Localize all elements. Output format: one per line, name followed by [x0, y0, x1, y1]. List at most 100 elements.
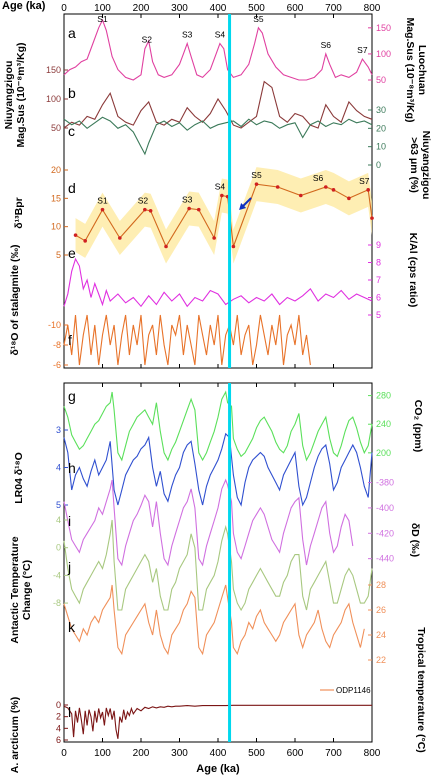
series-line-b: [63, 80, 373, 129]
y-tick-label: 6: [56, 735, 61, 745]
data-point: [187, 206, 191, 211]
y-tick-label: 8: [376, 258, 381, 268]
y-tick-label: 9: [376, 240, 381, 250]
y-axis-label-a: LuochuanMag.Sus (10⁻⁸m³/Kg): [404, 17, 428, 122]
panel-letter: b: [68, 85, 76, 101]
data-point: [370, 216, 374, 220]
y-tick-label: 4: [56, 463, 61, 473]
stage-label: S4: [215, 182, 226, 192]
series-panel-l: 0 24 6: [56, 700, 372, 745]
panel-letter: h: [68, 460, 76, 476]
y-axis-label-line: Tropical temperature (°C): [415, 627, 427, 753]
data-point: [298, 193, 303, 198]
x-tick-label: 600: [287, 748, 304, 759]
arrow-head-icon: [239, 203, 247, 210]
y-tick-label: -380: [376, 478, 394, 488]
y-tick-label: 15: [51, 193, 61, 203]
series-line-f: [63, 314, 311, 366]
data-point: [143, 207, 147, 212]
data-point: [231, 244, 236, 249]
y-tick-label: -400: [376, 503, 394, 513]
x-tick-label: 800: [364, 748, 381, 759]
data-point: [118, 236, 122, 240]
y-tick-label: 0: [56, 700, 61, 710]
data-point: [196, 207, 201, 212]
x-tick-label: 0: [61, 748, 67, 759]
y-axis-label-line: Change (°C): [21, 560, 33, 620]
y-axis-label-line: Mag.Sus (10⁻⁸m³/Kg): [404, 17, 416, 122]
series-panel-f: -10 -8 -6: [48, 314, 311, 370]
panel-letter: i: [68, 513, 71, 529]
y-axis-label-line: Niuyangzigou: [420, 131, 432, 200]
y-axis-label-f: δ¹⁸O of stalagmite (‰): [9, 244, 21, 355]
y-axis-label-line: CO₂ (ppm): [412, 400, 424, 453]
y-tick-label: 5: [376, 310, 381, 320]
y-axis-label-line: Antactic Temperature: [9, 536, 21, 643]
stage-label: S7: [357, 45, 368, 55]
panel-letter: c: [68, 123, 75, 139]
y-tick-label: 10: [376, 142, 386, 152]
y-tick-label: 280: [376, 391, 391, 401]
y-axis-label-line: >63 μm (%): [408, 137, 420, 193]
panel-letter: a: [68, 25, 76, 41]
y-tick-label: -10: [48, 320, 61, 330]
top-axis-title: Age (ka): [2, 0, 46, 12]
y-tick-label: -440: [376, 554, 394, 564]
legend-label: ODP1146: [336, 686, 371, 695]
y-tick-label: 50: [51, 123, 61, 133]
x-tick-label: 400: [210, 748, 227, 759]
bottom-axis-title: Age (ka): [196, 763, 240, 775]
y-tick-label: -6: [53, 360, 61, 370]
y-tick-label: 5: [56, 500, 61, 510]
x-tick-label: 300: [171, 3, 188, 14]
data-point: [220, 193, 224, 198]
y-tick-label: 4: [56, 515, 61, 525]
y-axis-label-line: δD (‰): [409, 523, 421, 557]
y-tick-label: 100: [46, 94, 61, 104]
panel-letter: d: [68, 180, 76, 196]
panel-letter: g: [68, 388, 76, 404]
y-axis-label-e: K/Al (cps ratio): [407, 233, 419, 308]
series-panel-b: 50 100 150: [46, 65, 373, 133]
data-point: [331, 188, 336, 192]
y-tick-label: 26: [376, 605, 386, 615]
y-axis-label-b: NiuyangzigouMag.Sus (10⁻⁸m³/Kg): [3, 42, 27, 147]
series-panel-g: 200 240 280: [63, 390, 391, 462]
stage-label: S6: [321, 40, 332, 50]
y-tick-label: 28: [376, 580, 386, 590]
series-panel-k: 22 24 26 28 ODP1146: [63, 580, 386, 695]
y-tick-label: 200: [376, 448, 391, 458]
y-axis-label-line: K/Al (cps ratio): [407, 233, 419, 308]
y-tick-label: 0: [376, 160, 381, 170]
data-point: [275, 185, 280, 189]
y-tick-label: 20: [376, 123, 386, 133]
x-tick-label: 200: [133, 3, 150, 14]
stage-label: S5: [251, 170, 262, 180]
y-axis-label-g: CO₂ (ppm): [412, 400, 424, 453]
y-axis-label-line: A. arcticum (%): [9, 697, 21, 773]
stage-label: S5: [253, 14, 264, 24]
data-point: [254, 182, 259, 186]
y-tick-label: -420: [376, 528, 394, 538]
x-tick-label: 100: [94, 3, 111, 14]
stage-label: S2: [142, 35, 153, 45]
y-axis-label-c: Niuyangzigou>63 μm (%): [408, 131, 432, 200]
data-point: [164, 244, 168, 249]
series-line-g: [63, 390, 373, 462]
y-tick-label: 4: [56, 723, 61, 733]
x-tick-label: 0: [61, 3, 67, 14]
uncertainty-band: [75, 167, 373, 264]
series-panel-h: 3 4 5: [56, 425, 373, 510]
stage-label: S1: [97, 14, 108, 24]
y-axis-label-line: LR04 δ¹⁸O: [13, 452, 25, 504]
y-axis-label-line: Niuyangzigou: [3, 61, 15, 130]
x-tick-label: 700: [325, 748, 342, 759]
series-line-c: [63, 116, 373, 156]
y-axis-label-d: δ¹³Bpr: [13, 197, 25, 228]
series-panel-e: 5 6 7 8 9: [63, 240, 381, 320]
y-tick-label: 150: [46, 65, 61, 75]
stage-label: S6: [313, 173, 324, 183]
y-tick-label: 100: [376, 49, 391, 59]
y-axis-label-line: δ¹⁸O of stalagmite (‰): [9, 244, 21, 355]
